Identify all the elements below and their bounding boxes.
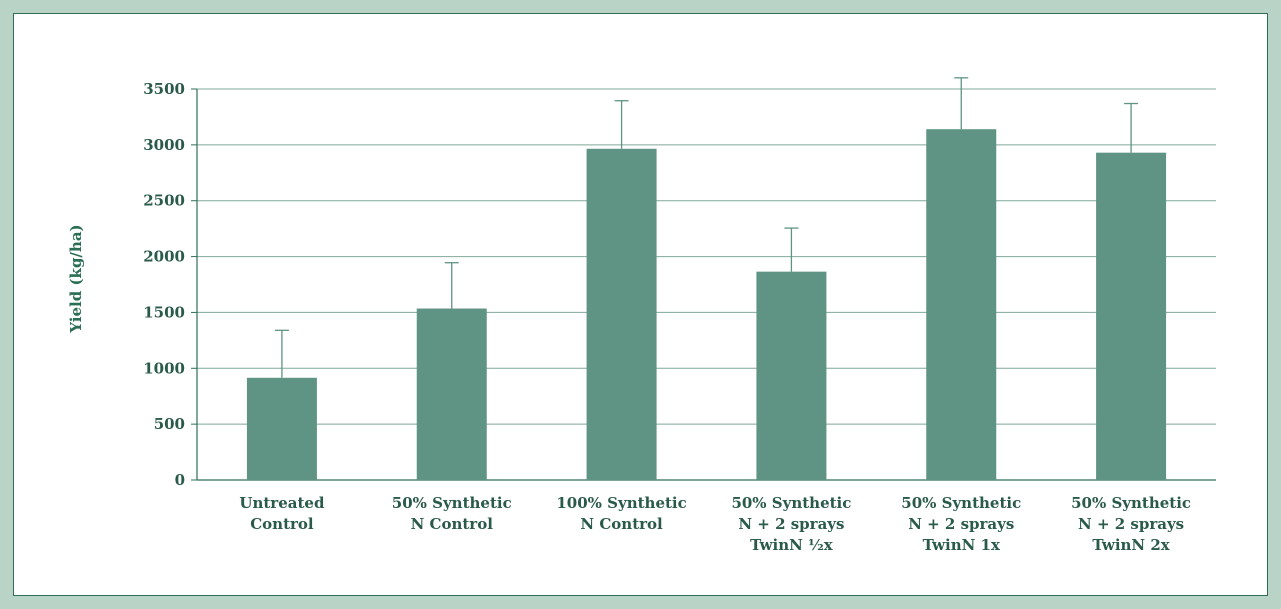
bar [586,148,657,480]
x-tick-label: 50% Synthetic N + 2 sprays TwinN 1x [901,494,1021,554]
bar [1096,152,1167,481]
y-tick-label: 2500 [143,192,185,210]
yield-bar-chart: 0 500 1000 1500 2000 2500 3000 3500 Untreated Co… [67,77,1216,554]
chart-frame: 0 500 1000 1500 2000 2500 3000 3500 Untreated Co… [13,13,1268,596]
bar [416,308,487,480]
bars [246,129,1167,481]
bar [926,129,997,480]
bar [246,377,317,480]
x-tick-label: 50% Synthetic N + 2 sprays TwinN ½x [731,494,851,554]
error-bars [274,77,1139,378]
bar [756,271,827,480]
gridlines [196,88,1216,481]
x-tick-label: 100% Synthetic N Control [556,494,686,533]
y-axis-label: Yield (kg/ha) [67,224,85,333]
x-tick-label: 50% Synthetic N Control [392,494,512,533]
x-axis-labels: Untreated Control 50% Synthetic N Control 10… [239,494,1191,554]
y-tick-label: 0 [175,471,185,489]
y-tick-label: 3500 [143,80,185,98]
y-tick-label: 1500 [143,303,185,321]
y-tick-label: 3000 [143,136,185,154]
x-tick-label: Untreated Control [239,494,325,533]
y-tick-label: 500 [154,415,185,433]
x-tick-label: 50% Synthetic N + 2 sprays TwinN 2x [1071,494,1191,554]
y-axis-ticks: 0 500 1000 1500 2000 2500 3000 3500 [143,80,197,489]
y-tick-label: 1000 [143,359,185,377]
y-tick-label: 2000 [143,248,185,266]
